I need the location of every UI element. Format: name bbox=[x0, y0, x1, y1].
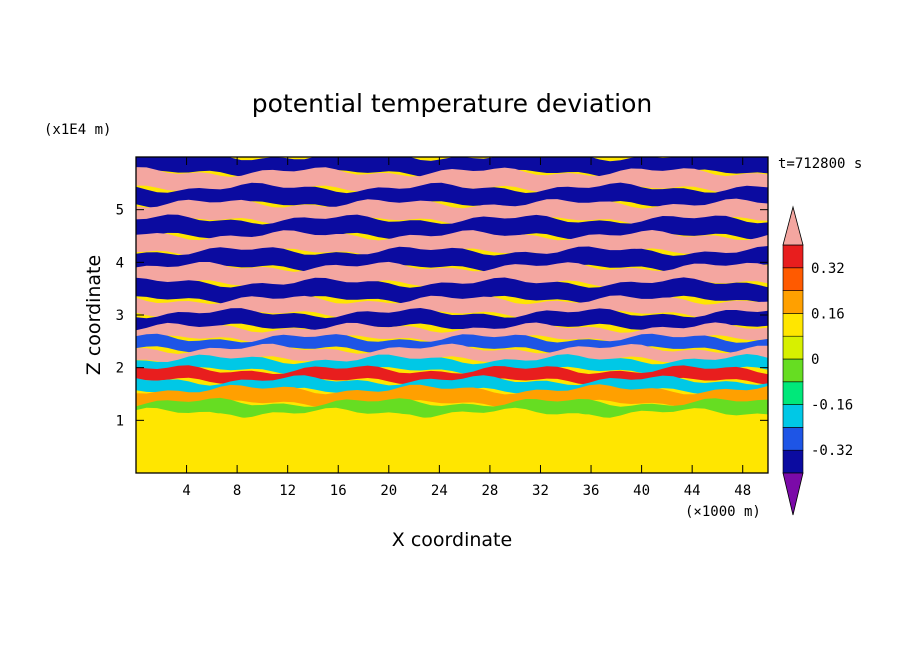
x-axis: 4 8 12 16 20 24 28 32 36 40 44 48 bbox=[182, 157, 751, 499]
colorbar-tick-label: -0.32 bbox=[811, 443, 853, 459]
colorbar-tick-label: 0 bbox=[811, 352, 819, 368]
y-tick-label: 2 bbox=[116, 361, 124, 377]
contour-band-21 bbox=[136, 447, 768, 473]
colorbar-swatch bbox=[782, 244, 804, 269]
x-tick-label: 24 bbox=[431, 483, 448, 499]
contour-field bbox=[136, 157, 768, 473]
y-tick-label: 4 bbox=[116, 255, 124, 271]
y-tick-label: 5 bbox=[116, 203, 124, 219]
y-tick-label: 1 bbox=[116, 413, 124, 429]
colorbar-tick-label: -0.16 bbox=[811, 398, 853, 414]
y-unit-label: (x1E4 m) bbox=[44, 122, 111, 138]
x-tick-label: 40 bbox=[633, 483, 650, 499]
x-tick-label: 44 bbox=[684, 483, 701, 499]
contour-band-17 bbox=[136, 384, 768, 408]
contour-band-6 bbox=[136, 246, 768, 273]
y-axis: 1 2 3 4 5 bbox=[116, 203, 768, 429]
contour-band-14 bbox=[136, 354, 768, 375]
time-label: t=712800 s bbox=[778, 156, 862, 172]
y-tick-label: 3 bbox=[116, 308, 124, 324]
x-tick-label: 12 bbox=[279, 483, 296, 499]
contour-band-5 bbox=[136, 230, 768, 257]
x-tick-label: 28 bbox=[481, 483, 498, 499]
colorbar-max-arrow bbox=[782, 205, 804, 246]
x-tick-label: 32 bbox=[532, 483, 549, 499]
contour-band-2 bbox=[136, 182, 768, 210]
colorbar-tick-label: 0.32 bbox=[811, 261, 845, 277]
colorbar-swatch bbox=[782, 427, 804, 451]
colorbar-swatch bbox=[782, 290, 804, 314]
colorbar-swatch bbox=[782, 267, 804, 291]
y-axis-label: Z coordinate bbox=[83, 255, 105, 375]
chart-title: potential temperature deviation bbox=[252, 89, 652, 118]
x-axis-label: X coordinate bbox=[392, 529, 512, 551]
contour-band-10 bbox=[136, 308, 768, 332]
x-tick-label: 4 bbox=[182, 483, 190, 499]
x-tick-label: 36 bbox=[583, 483, 600, 499]
colorbar-swatch bbox=[782, 358, 804, 383]
colorbar-swatch bbox=[782, 381, 804, 405]
colorbar-swatch bbox=[782, 335, 804, 360]
colorbar-swatch bbox=[782, 449, 804, 474]
x-tick-label: 48 bbox=[734, 483, 751, 499]
colorbar-swatch bbox=[782, 404, 804, 428]
x-tick-label: 20 bbox=[380, 483, 397, 499]
colorbar-min-arrow bbox=[782, 472, 804, 516]
contour-band-9 bbox=[136, 295, 768, 319]
contour-band-7 bbox=[136, 261, 768, 289]
x-tick-label: 8 bbox=[233, 483, 241, 499]
colorbar-tick-label: 0.16 bbox=[811, 306, 845, 322]
contour-band-16 bbox=[136, 375, 768, 397]
x-tick-label: 16 bbox=[330, 483, 347, 499]
x-unit-label: (×1000 m) bbox=[685, 504, 761, 520]
colorbar: 0.32 0.16 0 -0.16 -0.32 bbox=[782, 205, 853, 516]
colorbar-swatch bbox=[782, 313, 804, 337]
